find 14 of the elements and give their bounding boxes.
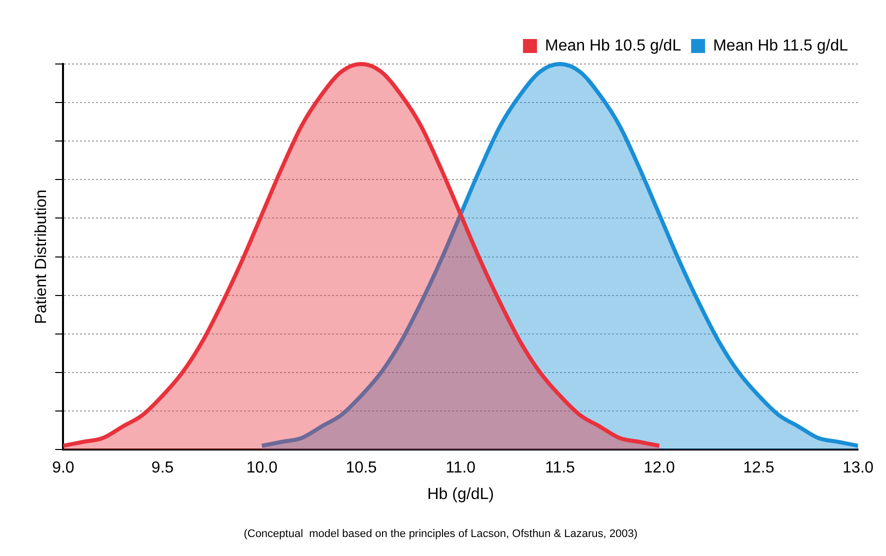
x-tick-label: 13.0 bbox=[842, 460, 874, 477]
y-axis-title: Patient Distribution bbox=[33, 190, 50, 324]
x-tick-label: 10.5 bbox=[346, 460, 377, 477]
legend-label: Mean Hb 10.5 g/dL bbox=[545, 37, 682, 54]
x-tick-label: 10.0 bbox=[246, 460, 278, 477]
x-tick-label: 12.5 bbox=[743, 460, 774, 477]
x-tick-label: 11.0 bbox=[446, 460, 476, 477]
x-tick-label: 9.0 bbox=[52, 460, 74, 477]
x-axis-title: Hb (g/dL) bbox=[427, 486, 494, 503]
legend-label: Mean Hb 11.5 g/dL bbox=[713, 37, 848, 54]
x-tick-label: 9.5 bbox=[151, 460, 174, 477]
text: (Conceptual model based on the principles of Lacson, Ofsthun & Lazarus, 2003) bbox=[244, 528, 638, 540]
x-tick-label: 11.5 bbox=[544, 460, 576, 477]
x-tick-label: 12.0 bbox=[644, 460, 675, 477]
